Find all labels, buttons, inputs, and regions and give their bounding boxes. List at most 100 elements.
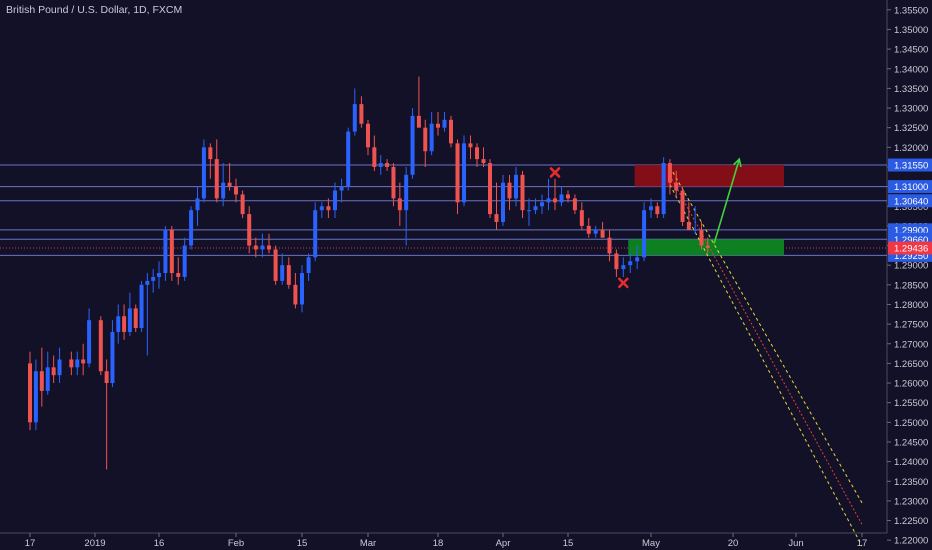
badge-label: 1.31550 [894,161,928,172]
candle-body [319,206,324,211]
candle-body [240,194,245,215]
y-tick-label: 1.28500 [894,280,928,291]
candle-Mar-07 [391,163,396,207]
candle-body [462,143,466,203]
candle-Mar-08 [397,182,402,226]
candle-body [227,182,232,187]
candle-body [553,198,557,203]
candle-body [33,371,38,423]
candle-body [628,261,633,266]
cross-stroke-b [618,277,629,289]
candle-body [572,198,577,211]
candle-May-01 [649,198,653,219]
price-axis-bg [887,0,932,550]
candle-body [326,206,331,211]
candle-Apr-26 [628,253,633,274]
candle-body [642,210,647,258]
candle-Dec-19 [39,347,44,407]
x-tick-label: Feb [228,538,244,549]
resistance-zone [634,165,784,187]
candle-body [39,371,44,391]
candle-body [300,273,304,305]
candle-body [234,186,238,195]
candle-body [546,198,551,203]
candle-body [98,320,103,372]
candle-body [468,143,473,148]
candle-body [607,237,612,254]
candle-Jan-02 [98,316,103,376]
candle-body [391,166,396,199]
candle-body [680,190,685,222]
candle-body [145,280,150,285]
arrow-shaft [713,158,741,244]
candle-Apr-19 [593,225,598,238]
candle-body [385,163,390,167]
candle-Apr-23 [607,229,612,262]
candle-Feb-28 [359,96,364,128]
candle-body [75,359,80,368]
current-price-badge: 1.29436 [888,241,932,255]
candle-body [366,123,370,148]
candle-body [163,229,168,274]
y-tick-label: 1.23000 [894,496,928,507]
candle-Dec-20 [45,351,50,395]
candle-Feb-18 [306,253,311,281]
badge-bg [888,158,932,172]
candle-body [566,194,570,199]
candle-Dec-26 [69,351,74,376]
chart-title: British Pound / U.S. Dollar, 1D, FXCM [6,4,183,16]
candle-body [442,119,447,128]
level-badge-1_31000: 1.31000 [888,180,932,194]
candle-body [28,363,32,423]
candle-Feb-04 [240,190,245,219]
candle-body [527,210,531,212]
candle-Feb-27 [352,88,357,136]
candle-body [514,174,518,199]
candle-body [649,206,653,211]
y-tick-label: 1.23500 [894,477,928,488]
cross-stroke-b [549,167,561,178]
candle-body [267,245,271,250]
candle-Jan-11 [139,280,144,332]
level-badge-1_30640: 1.30640 [888,194,932,208]
candle-body [214,159,219,199]
candle-Apr-11 [553,178,557,211]
candle-body [260,245,265,250]
y-tick-label: 1.35500 [894,5,928,16]
y-tick-label: 1.35000 [894,25,928,36]
y-tick-label: 1.32500 [894,123,928,134]
candle-body [157,273,161,277]
y-tick-label: 1.34000 [894,64,928,75]
candle-Jan-23 [189,206,194,250]
candle-Feb-19 [313,202,318,262]
candle-body [51,367,56,376]
candle-body [699,229,704,246]
swing-low-cross [618,277,629,289]
candle-body [579,210,584,226]
candle-Dec-31 [87,308,92,368]
candle-Mar-28 [488,159,492,219]
candle-May-02 [655,202,660,219]
channel-middle-line [669,175,863,525]
badge-bg [888,180,932,194]
x-tick-label: 17 [857,538,868,549]
candle-Jan-24 [195,186,200,226]
candle-body [122,316,127,332]
candle-Feb-12 [280,253,285,285]
candle-body [201,147,206,199]
candle-body [57,359,62,376]
candle-Apr-03 [514,166,518,207]
candle-body [69,359,74,368]
badge-label: 1.30640 [894,196,928,207]
candle-Apr-16 [572,194,577,215]
candle-body [339,186,344,191]
arrow-head [733,157,742,168]
candle-Feb-01 [234,178,238,203]
badge-label: 1.29900 [894,225,928,236]
candle-body [494,214,499,222]
candle-May-14 [705,237,710,254]
candle-body [501,182,505,222]
candle-Jan-14 [145,273,150,356]
